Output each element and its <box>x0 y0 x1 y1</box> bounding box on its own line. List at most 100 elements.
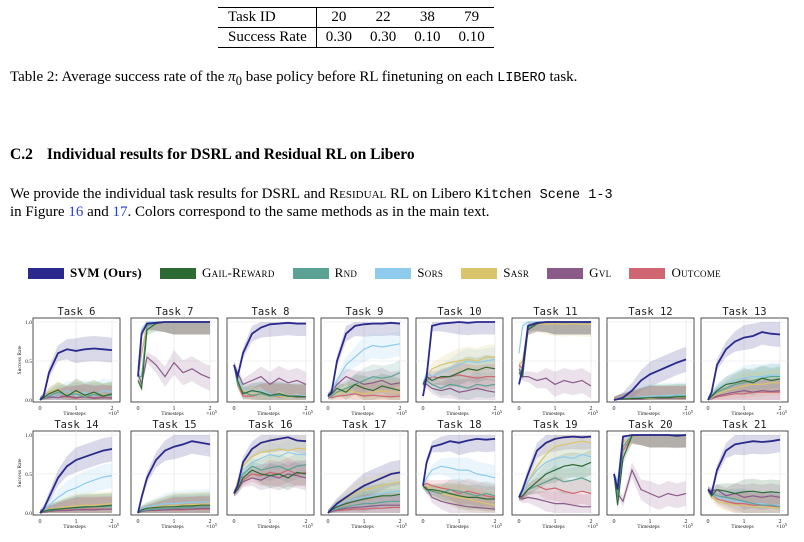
panel-frame <box>32 317 121 403</box>
y-tick-label: 1.0 <box>25 433 32 439</box>
x-tick-label: 2 <box>111 406 114 412</box>
series-band <box>138 322 210 372</box>
series-line <box>422 379 496 389</box>
series-band <box>614 435 686 486</box>
panel-title: Task 21 <box>722 419 766 431</box>
para-text: and <box>300 186 330 202</box>
series-line <box>707 377 781 401</box>
x-axis-label: Timesteps <box>542 411 564 417</box>
series-line <box>422 437 496 486</box>
x-tick-label: 2 <box>779 519 782 525</box>
para-dsrl: DSRL <box>261 186 300 202</box>
figure-ref-link[interactable]: 17 <box>112 204 128 220</box>
x-tick-label: 2 <box>590 406 593 412</box>
series-line <box>233 464 307 494</box>
series-line <box>137 507 210 514</box>
x-multiplier-exponent: 5 <box>500 522 503 527</box>
series-line <box>613 358 687 401</box>
series-line <box>707 331 781 401</box>
x-multiplier: ×105 <box>108 522 120 530</box>
x-multiplier: ×105 <box>206 409 218 417</box>
panel-title: Task 12 <box>628 306 672 318</box>
paragraph-line-2: in Figure 16 and 17. Colors correspond t… <box>10 204 613 221</box>
series-line <box>137 504 210 514</box>
table-header-label: Task ID <box>218 7 317 28</box>
panel-title: Task 14 <box>54 419 98 431</box>
series-line <box>707 374 780 401</box>
x-tick-label: 1 <box>743 406 746 412</box>
series-line <box>707 489 780 506</box>
x-multiplier-exponent: 5 <box>500 409 503 414</box>
x-axis-label: Timesteps <box>257 411 279 417</box>
x-multiplier-exponent: 5 <box>215 409 218 414</box>
x-tick-label: 1 <box>75 519 78 525</box>
x-multiplier-exponent: 5 <box>311 409 314 414</box>
series-band <box>519 322 591 377</box>
x-tick-label: 2 <box>494 406 497 412</box>
panel-frame <box>606 317 695 403</box>
series-line <box>39 448 113 514</box>
series-band <box>423 347 495 388</box>
series-band <box>328 368 400 400</box>
series-band <box>234 322 306 381</box>
panel-title: Task 20 <box>628 419 672 431</box>
series-line <box>422 485 496 497</box>
series-band <box>519 475 591 506</box>
section-heading: C.2 Individual results for DSRL and Resid… <box>10 146 415 164</box>
series-line <box>328 372 401 397</box>
panel-title: Task 10 <box>437 306 481 318</box>
caption-subscript: 0 <box>235 74 242 88</box>
series-line <box>39 504 113 514</box>
series-line <box>707 488 781 499</box>
x-axis-label: Timesteps <box>161 411 183 417</box>
series-line <box>137 355 211 385</box>
y-axis-label: Success Rate <box>17 458 23 487</box>
figure-ref-link[interactable]: 16 <box>68 204 84 220</box>
x-axis-label: Timesteps <box>351 524 373 530</box>
series-band <box>423 322 495 400</box>
y-tick-label: 0.5 <box>25 472 32 478</box>
table-row-label: Success Rate <box>218 27 317 48</box>
x-tick-label: 0 <box>327 406 330 412</box>
x-tick-label: 1 <box>173 519 176 525</box>
series-line <box>707 488 781 497</box>
y-tick-label: 0.0 <box>25 398 32 404</box>
x-tick-label: 1 <box>743 519 746 525</box>
x-tick-label: 0 <box>327 519 330 525</box>
x-multiplier: ×105 <box>108 409 120 417</box>
series-line <box>518 435 592 498</box>
x-axis-label: Timesteps <box>446 524 468 530</box>
series-line <box>39 508 112 514</box>
panel-title: Task 13 <box>722 306 766 318</box>
x-multiplier: ×105 <box>206 522 218 530</box>
success-rate-table: Task ID 20 22 38 79 Success Rate 0.30 0.… <box>218 7 494 48</box>
x-axis-label: Timesteps <box>542 524 564 530</box>
caption-code: LIBERO <box>497 71 546 86</box>
series-band <box>708 378 780 400</box>
para-residual: Residual <box>329 186 387 202</box>
legend-item: Rnd <box>292 265 358 281</box>
para-text: . Colors correspond to the same methods … <box>127 204 490 220</box>
series-band <box>519 322 591 368</box>
x-multiplier: ×105 <box>587 409 599 417</box>
x-multiplier-exponent: 5 <box>215 522 218 527</box>
series-band <box>614 384 686 400</box>
x-multiplier-exponent: 5 <box>117 522 120 527</box>
x-tick-label: 1 <box>269 406 272 412</box>
x-multiplier-exponent: 5 <box>691 522 694 527</box>
series-band <box>328 478 400 513</box>
series-band <box>614 435 686 494</box>
x-tick-label: 0 <box>233 519 236 525</box>
x-tick-label: 1 <box>554 406 557 412</box>
series-line <box>327 393 401 399</box>
x-tick-label: 2 <box>305 406 308 412</box>
series-band <box>234 361 306 397</box>
x-axis-label: Timesteps <box>63 411 85 417</box>
series-line <box>707 389 781 401</box>
panel-title: Task 16 <box>248 419 292 431</box>
caption-suffix: task. <box>545 69 578 85</box>
legend-item: SVM (Ours) <box>28 265 142 281</box>
series-line <box>233 364 307 386</box>
series-band <box>519 435 591 501</box>
